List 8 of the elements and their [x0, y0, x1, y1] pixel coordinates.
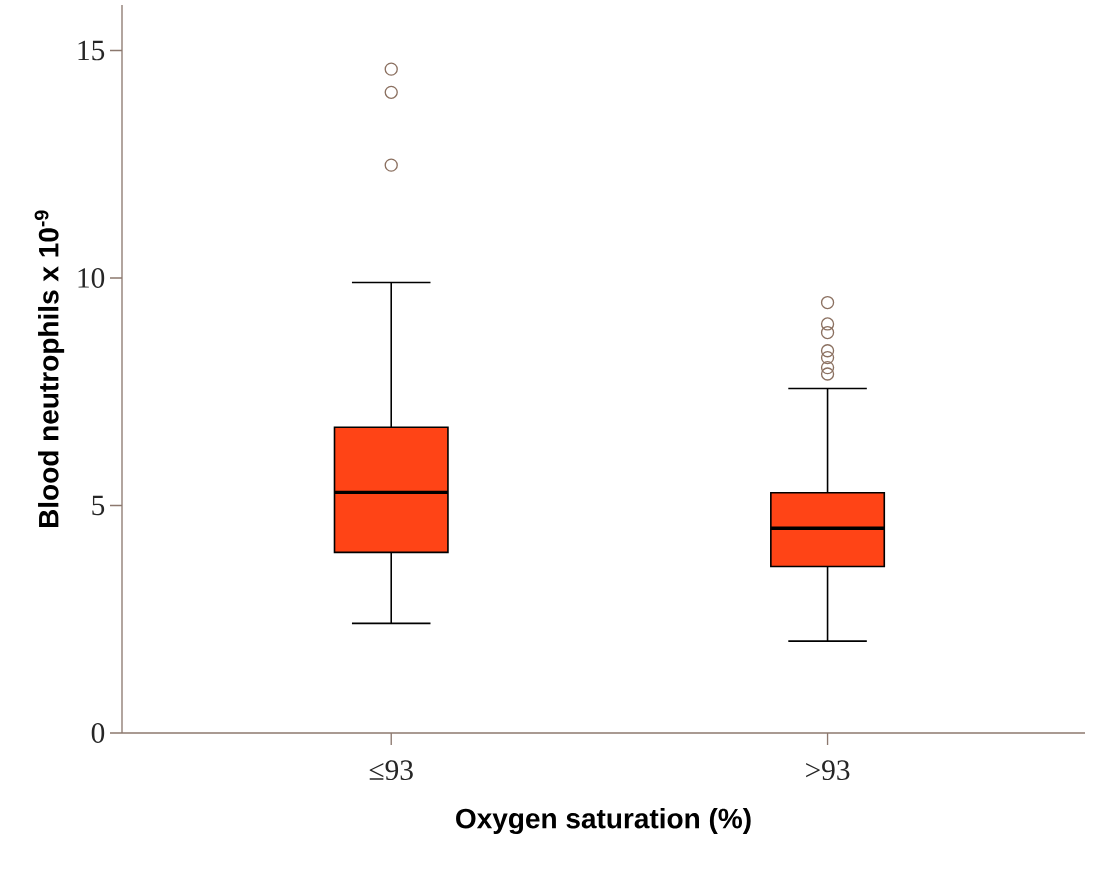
y-tick-label: 5 [92, 495, 105, 516]
x-axis-title: Oxygen saturation (%) [456, 807, 751, 835]
y-tick-label: 0 [91, 723, 105, 743]
y-tick-label: 15 [78, 40, 105, 61]
x-tick-label: ≤93 [369, 760, 413, 781]
x-tick-label: >93 [806, 760, 850, 781]
y-tick-label: 10 [78, 268, 105, 288]
y-axis-title: Blood neutrophils x 10$^{-9}$ [34, 210, 65, 528]
